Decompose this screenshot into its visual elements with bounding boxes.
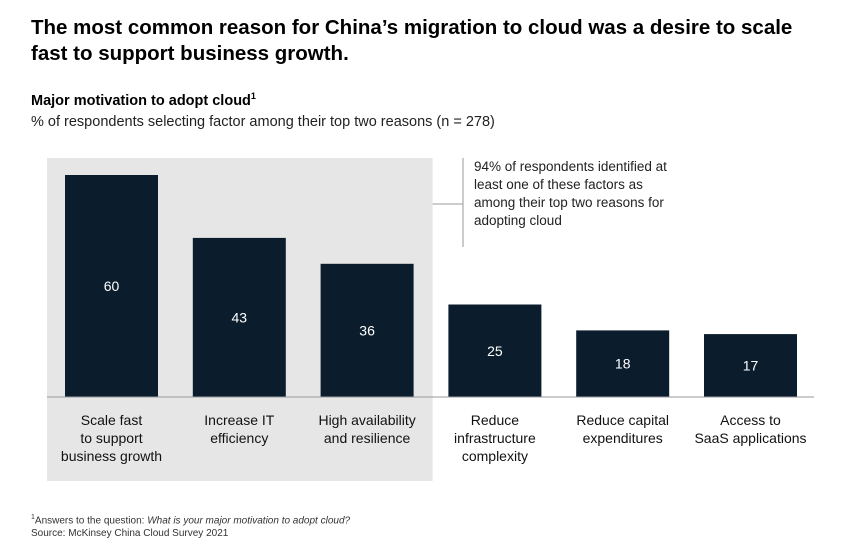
footnote-question-prefix: Answers to the question: [34, 515, 148, 527]
category-label-line: Access to [720, 412, 781, 428]
category-label-line: complexity [462, 448, 528, 464]
bar [704, 334, 797, 397]
bar [192, 237, 286, 397]
category-label: High availability and resilience [318, 412, 415, 446]
footnote-question: 1Answers to the question: What is your m… [31, 511, 350, 527]
footnote-source: Source: McKinsey China Cloud Survey 2021 [31, 528, 229, 540]
category-label-line: infrastructure [454, 430, 536, 446]
bar [320, 263, 414, 397]
headline: The most common reason for China’s migra… [31, 16, 793, 65]
footnote-marker: 1 [250, 91, 256, 101]
footnote: 1Answers to the question: What is your m… [31, 511, 350, 540]
category-label: Reduce capital expenditures [576, 412, 669, 446]
category-label-line: Increase IT [204, 412, 274, 428]
category-label-line: expenditures [583, 430, 663, 446]
bar-value-label: 17 [743, 358, 759, 374]
category-label: Scale fast to support business growth [61, 412, 162, 464]
bar-value-label: 43 [232, 309, 248, 325]
category-label-line: Scale fast [81, 412, 143, 428]
category-label-line: Reduce capital [576, 412, 669, 428]
bar-value-label: 25 [487, 343, 503, 359]
category-label-line: SaaS applications [694, 430, 806, 446]
category-label-line: High availability [318, 412, 415, 428]
category-label-line: business growth [61, 448, 162, 464]
category-label-line: efficiency [210, 430, 268, 446]
chart-title: Major motivation to adopt cloud1 [31, 91, 256, 109]
category-label-line: to support [80, 430, 142, 446]
category-label: Access to SaaS applications [694, 412, 806, 446]
bar-value-label: 36 [359, 322, 375, 338]
category-label: Reduce infrastructure complexity [454, 412, 536, 464]
callout-annotation: 94% of respondents identified at least o… [474, 159, 667, 228]
unit-note: % of respondents selecting factor among … [31, 114, 495, 130]
category-label-line: Reduce [471, 412, 519, 428]
bar-value-label: 60 [104, 278, 120, 294]
category-label-line: and resilience [324, 430, 411, 446]
bar [576, 330, 670, 397]
bar [65, 175, 158, 397]
footnote-question-text: What is your major motivation to adopt c… [147, 515, 351, 527]
bar [448, 304, 542, 397]
chart-title-text: Major motivation to adopt cloud [31, 93, 251, 109]
category-label: Increase IT efficiency [204, 412, 274, 446]
bar-value-label: 18 [615, 356, 631, 372]
footnote-question-marker: 1 [31, 514, 35, 521]
